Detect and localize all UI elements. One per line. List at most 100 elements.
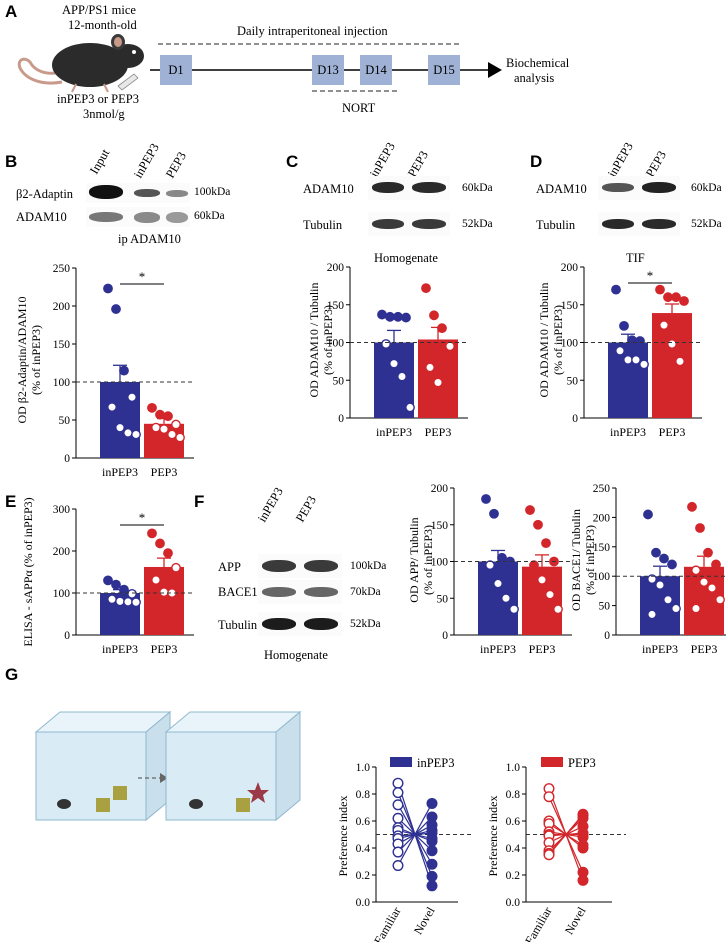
y-tick-label: 0 [604, 630, 610, 642]
x-tick-label: PEP3 [151, 465, 178, 479]
y-axis-label: OD ADAM10 / Tubulin [537, 282, 551, 397]
y-axis-label: OD APP/ Tubulin [407, 517, 421, 602]
data-point [402, 313, 410, 321]
data-point [668, 560, 676, 568]
data-point [124, 429, 132, 437]
data-point [128, 393, 136, 401]
y-tick-label: 200 [593, 512, 611, 524]
legend-label: PEP3 [568, 756, 596, 770]
data-point [168, 430, 176, 438]
data-point [394, 313, 402, 321]
data-point [148, 404, 156, 412]
data-point [104, 576, 112, 584]
data-point [156, 410, 164, 418]
data-point [692, 604, 700, 612]
data-point [132, 430, 140, 438]
data-point [112, 305, 120, 313]
data-point [486, 561, 494, 569]
data-point [494, 579, 502, 587]
y-axis-label: OD β2-Adaptin/ADAM10 [15, 296, 29, 423]
data-point [116, 597, 124, 605]
data-point [656, 581, 664, 589]
data-point [426, 363, 434, 371]
data-point [534, 521, 542, 529]
y-axis-label: (% of inPEP3) [321, 305, 335, 375]
data-point [676, 357, 684, 365]
data-point [482, 495, 490, 503]
y-tick-label: 0.0 [506, 897, 521, 909]
y-tick-label: 50 [437, 593, 449, 605]
y-tick-label: 0 [442, 630, 448, 642]
bar-chart-b: 050100150200250inPEP3 PEP3*OD β2-Adaptin/… [15, 263, 194, 479]
x-tick-label: Novel [562, 904, 589, 937]
data-point [386, 313, 394, 321]
y-tick-label: 0 [338, 413, 344, 425]
y-tick-label: 1.0 [356, 762, 371, 774]
y-axis-label: (% of inPEP3) [29, 325, 43, 395]
data-point [108, 403, 116, 411]
data-point [640, 360, 648, 368]
bar-chart-d: 050100150200inPEP3 PEP3*OD ADAM10 / Tubul… [537, 262, 702, 439]
y-tick-label: 300 [53, 504, 71, 516]
y-tick-label: 1.0 [506, 762, 521, 774]
x-tick-label: PEP3 [529, 642, 556, 656]
data-point [148, 529, 156, 537]
y-tick-label: 0.8 [356, 789, 371, 801]
data-point [128, 590, 136, 598]
data-point [672, 604, 680, 612]
data-point [498, 554, 506, 562]
data-point [660, 321, 668, 329]
y-tick-label: 50 [333, 375, 345, 387]
data-point-familiar [393, 800, 403, 810]
y-axis-label: OD BACE1/ Tubulin [569, 509, 583, 611]
y-axis-label: OD ADAM10 / Tubulin [307, 282, 321, 397]
y-tick-label: 0.2 [506, 870, 521, 882]
data-point [108, 595, 116, 603]
figure: A B C D E F G APP/PS1 mice 12-month-old … [0, 0, 726, 942]
bar-chart-f-bace1: 050100150200250inPEP3 PEP3OD BACE1/ Tubul… [569, 483, 726, 656]
data-point [490, 510, 498, 518]
data-point-familiar [393, 847, 403, 857]
data-point-familiar [393, 788, 403, 798]
data-point [120, 366, 128, 374]
data-point [656, 285, 664, 293]
data-point [398, 372, 406, 380]
legend-swatch [390, 757, 412, 767]
data-point [438, 324, 446, 332]
data-point [644, 510, 652, 518]
y-tick-label: 250 [593, 483, 611, 495]
data-point-familiar [393, 814, 403, 824]
y-tick-label: 100 [53, 377, 71, 389]
data-point-novel [427, 881, 437, 891]
y-axis-label: (% of inPEP3) [421, 525, 435, 595]
data-point [664, 293, 672, 301]
data-point-novel [427, 846, 437, 856]
y-tick-label: 0.4 [356, 843, 371, 855]
data-point [152, 423, 160, 431]
data-point [502, 594, 510, 602]
y-axis-label: Preference index [336, 796, 350, 877]
data-point-familiar [544, 792, 554, 802]
bar-chart-c: 050100150200inPEP3 PEP3OD ADAM10 / Tubuli… [307, 262, 468, 439]
x-tick-label: PEP3 [425, 425, 452, 439]
data-point [430, 311, 438, 319]
data-point [406, 403, 414, 411]
data-point [546, 590, 554, 598]
data-point-familiar [393, 778, 403, 788]
bar-chart-f-app: 050100150200inPEP3 PEP3OD APP/ Tubulin (% … [407, 483, 572, 656]
x-tick-label: inPEP3 [642, 642, 678, 656]
paired-plot-g-inpep3: 0.0 0.2 0.4 0.6 0.8 1.0 Familiar Novel Preferenc… [336, 756, 472, 942]
data-point [422, 284, 430, 292]
data-point [664, 596, 672, 604]
data-point [612, 285, 620, 293]
bar-inpep3 [608, 343, 648, 419]
data-point [632, 356, 640, 364]
data-point-novel [427, 859, 437, 869]
significance-star: * [647, 268, 654, 283]
data-point [538, 576, 546, 584]
data-point-novel [427, 872, 437, 882]
charts-layer: 050100150200250inPEP3 PEP3*OD β2-Adaptin/… [0, 0, 726, 942]
data-point-novel [578, 809, 588, 819]
significance-star: * [139, 269, 146, 284]
data-point [616, 347, 624, 355]
